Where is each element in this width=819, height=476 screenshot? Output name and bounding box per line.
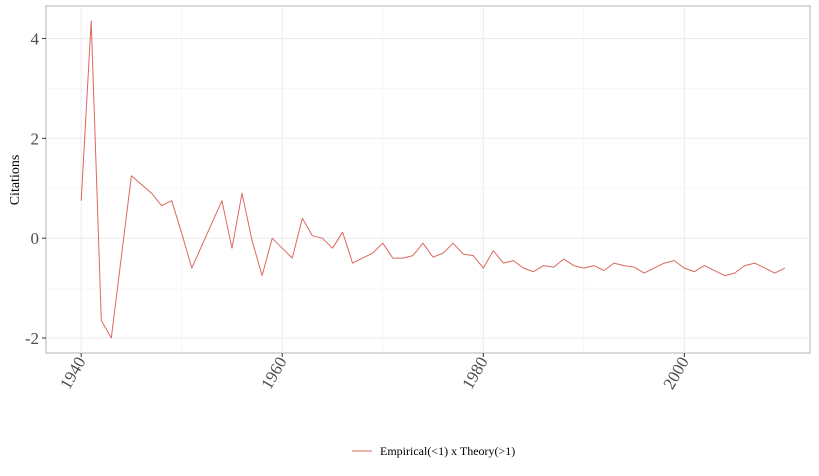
y-tick-label: 2	[31, 129, 40, 148]
x-tick-label: 1960	[257, 354, 290, 393]
series-line	[80, 20, 786, 339]
y-tick-label: -2	[25, 329, 39, 348]
x-tick-label: 2000	[659, 354, 692, 393]
series-layer	[80, 20, 786, 339]
x-tick-label: 1940	[56, 354, 89, 393]
y-axis-ticks: -2 0 2 4	[25, 29, 46, 348]
y-axis-title: Citations	[8, 155, 23, 206]
grid-major	[46, 6, 810, 353]
x-axis-ticks: 1940 1960 1980 2000	[56, 353, 693, 392]
legend-label: Empirical(<1) x Theory(>1)	[380, 444, 515, 458]
grid-minor	[46, 6, 810, 353]
y-tick-label: 0	[31, 229, 40, 248]
y-tick-label: 4	[31, 29, 40, 48]
plot-panel	[45, 5, 811, 354]
x-tick-label: 1980	[458, 353, 491, 392]
legend: Empirical(<1) x Theory(>1)	[352, 444, 515, 458]
